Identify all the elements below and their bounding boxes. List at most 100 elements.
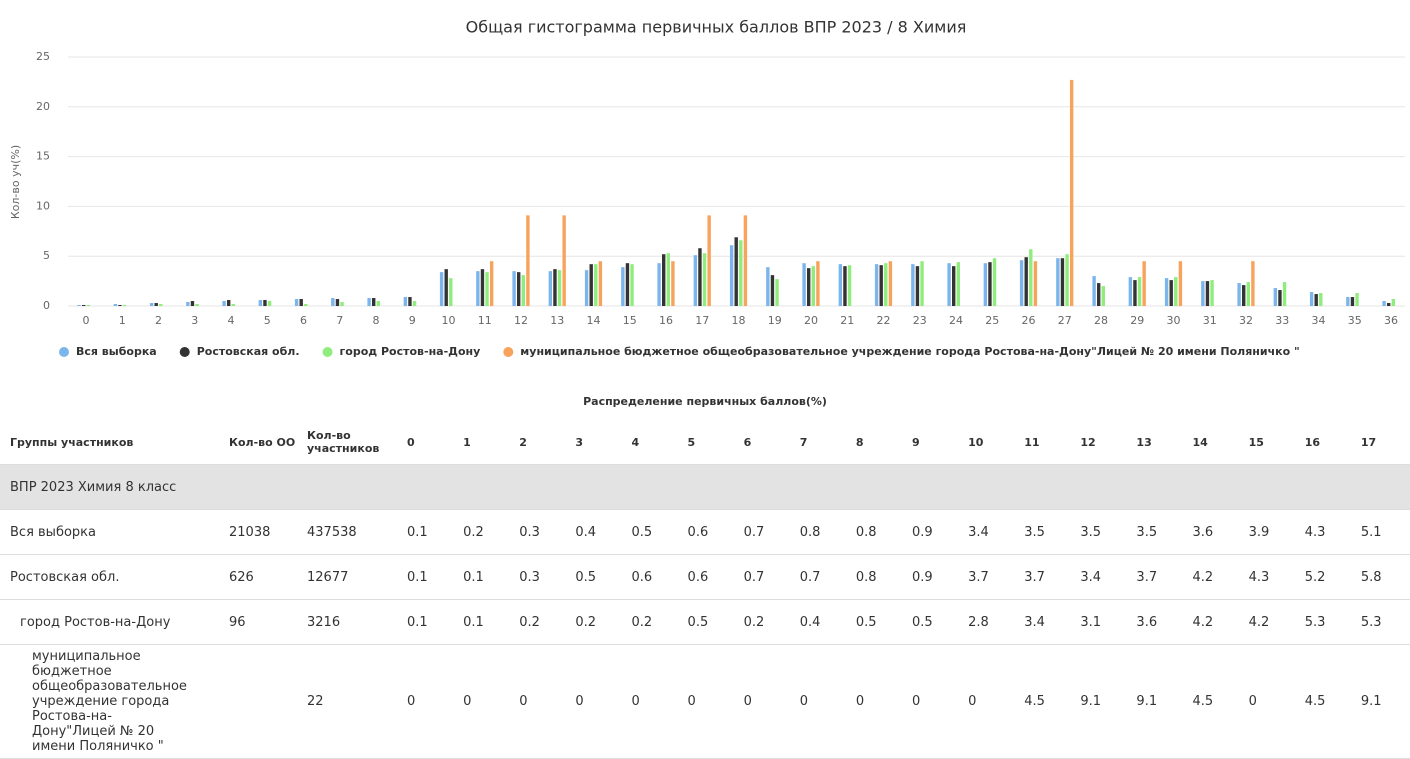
bar: [1242, 285, 1246, 306]
header-cell: 14: [1185, 420, 1242, 465]
bar: [1210, 280, 1214, 306]
value-cell: 3.5: [1073, 509, 1130, 555]
bar: [526, 215, 530, 306]
y-tick-label: 5: [43, 249, 50, 262]
x-tick-label: 23: [913, 314, 927, 327]
value-cell: 0.2: [568, 599, 625, 645]
value-cell: 3.4: [1073, 554, 1130, 600]
bar: [702, 253, 707, 306]
value-cell: 0: [456, 644, 513, 759]
bar: [195, 304, 199, 306]
bar: [159, 304, 163, 306]
value-cell: 0.1: [400, 599, 457, 645]
value-cell: 0.5: [624, 509, 681, 555]
bar: [1174, 277, 1178, 306]
bar: [807, 268, 811, 306]
bar: [154, 303, 158, 306]
x-tick-label: 18: [732, 314, 746, 327]
value-cell: 0.9: [904, 509, 962, 555]
value-cell: 9.1: [1129, 644, 1186, 759]
group-cell: Ростовская обл.: [0, 554, 222, 600]
x-tick-label: 9: [409, 314, 416, 327]
x-tick-label: 31: [1203, 314, 1217, 327]
bar: [770, 275, 775, 306]
x-tick-label: 8: [373, 314, 380, 327]
value-cell: 5.2: [1297, 554, 1354, 600]
value-cell: 4.2: [1241, 599, 1298, 645]
legend-label: муниципальное бюджетное общеобразователь…: [520, 345, 1299, 358]
bar: [190, 301, 195, 306]
x-tick-label: 10: [442, 314, 456, 327]
value-cell: 9.1: [1073, 644, 1130, 759]
bar: [1387, 303, 1391, 306]
bar: [1060, 258, 1065, 306]
bar: [888, 261, 893, 306]
participants-cell: 437538: [300, 509, 400, 555]
bar: [372, 298, 376, 306]
bar: [403, 297, 408, 306]
participants-cell: 22: [300, 644, 400, 759]
bar: [412, 301, 417, 306]
bar: [621, 267, 625, 306]
x-tick-label: 35: [1348, 314, 1362, 327]
bar: [657, 263, 661, 306]
header-cell: 7: [792, 420, 849, 465]
value-cell: 4.3: [1241, 554, 1298, 600]
header-cell: 16: [1297, 420, 1354, 465]
header-cell: 17: [1353, 420, 1410, 465]
value-cell: 4.5: [1297, 644, 1354, 759]
bar: [1278, 290, 1282, 306]
header-cell: Кол-во участников: [300, 420, 400, 465]
bar: [1097, 283, 1101, 306]
value-cell: 3.5: [1017, 509, 1074, 555]
value-cell: 0.8: [848, 554, 905, 600]
value-cell: 0: [624, 644, 681, 759]
y-tick-label: 15: [36, 150, 50, 163]
bar: [811, 266, 815, 306]
header-cell: 1: [456, 420, 513, 465]
x-tick-label: 3: [191, 314, 198, 327]
group-cell: муниципальное бюджетное общеобразователь…: [0, 644, 222, 759]
header-cell: 11: [1017, 420, 1074, 465]
value-cell: 3.7: [1017, 554, 1074, 600]
value-cell: 0.1: [456, 554, 513, 600]
value-cell: 0: [848, 644, 905, 759]
x-tick-label: 15: [623, 314, 637, 327]
bar: [1309, 292, 1314, 306]
value-cell: 4.5: [1185, 644, 1242, 759]
value-cell: 0: [792, 644, 849, 759]
header-cell: 6: [736, 420, 793, 465]
bar: [118, 305, 122, 306]
bar: [1019, 260, 1024, 306]
group-cell: Вся выборка: [0, 509, 222, 555]
oo-cell: 21038: [222, 509, 300, 555]
bar: [1346, 297, 1350, 306]
bar: [911, 264, 915, 306]
bar: [231, 304, 235, 306]
value-cell: 3.4: [1017, 599, 1074, 645]
header-cell: 0: [400, 420, 457, 465]
x-tick-label: 32: [1239, 314, 1253, 327]
bar: [553, 269, 557, 306]
table-row: Вся выборка 21038 437538 0.1 0.2 0.3 0.4 0.5 0.6…: [0, 509, 1410, 555]
bar: [666, 253, 670, 306]
legend-marker: [59, 347, 69, 357]
legend-label: город Ростов-на-Дону: [340, 345, 481, 358]
header-cell: Кол-во ОО: [222, 420, 300, 465]
value-cell: 0.5: [568, 554, 625, 600]
bar: [340, 302, 344, 306]
x-tick-label: 27: [1058, 314, 1072, 327]
bar: [952, 266, 956, 306]
value-cell: 0.2: [624, 599, 681, 645]
participants-cell: 12677: [300, 554, 400, 600]
value-cell: 0: [512, 644, 569, 759]
value-cell: 0.6: [680, 509, 737, 555]
value-cell: 0.3: [512, 509, 569, 555]
bar: [1273, 288, 1278, 306]
value-cell: 0.1: [400, 509, 457, 555]
value-cell: 0.2: [456, 509, 513, 555]
bar: [299, 299, 303, 306]
header-cell: 3: [568, 420, 625, 465]
value-cell: 0.6: [680, 554, 737, 600]
value-cell: 0.7: [736, 509, 793, 555]
